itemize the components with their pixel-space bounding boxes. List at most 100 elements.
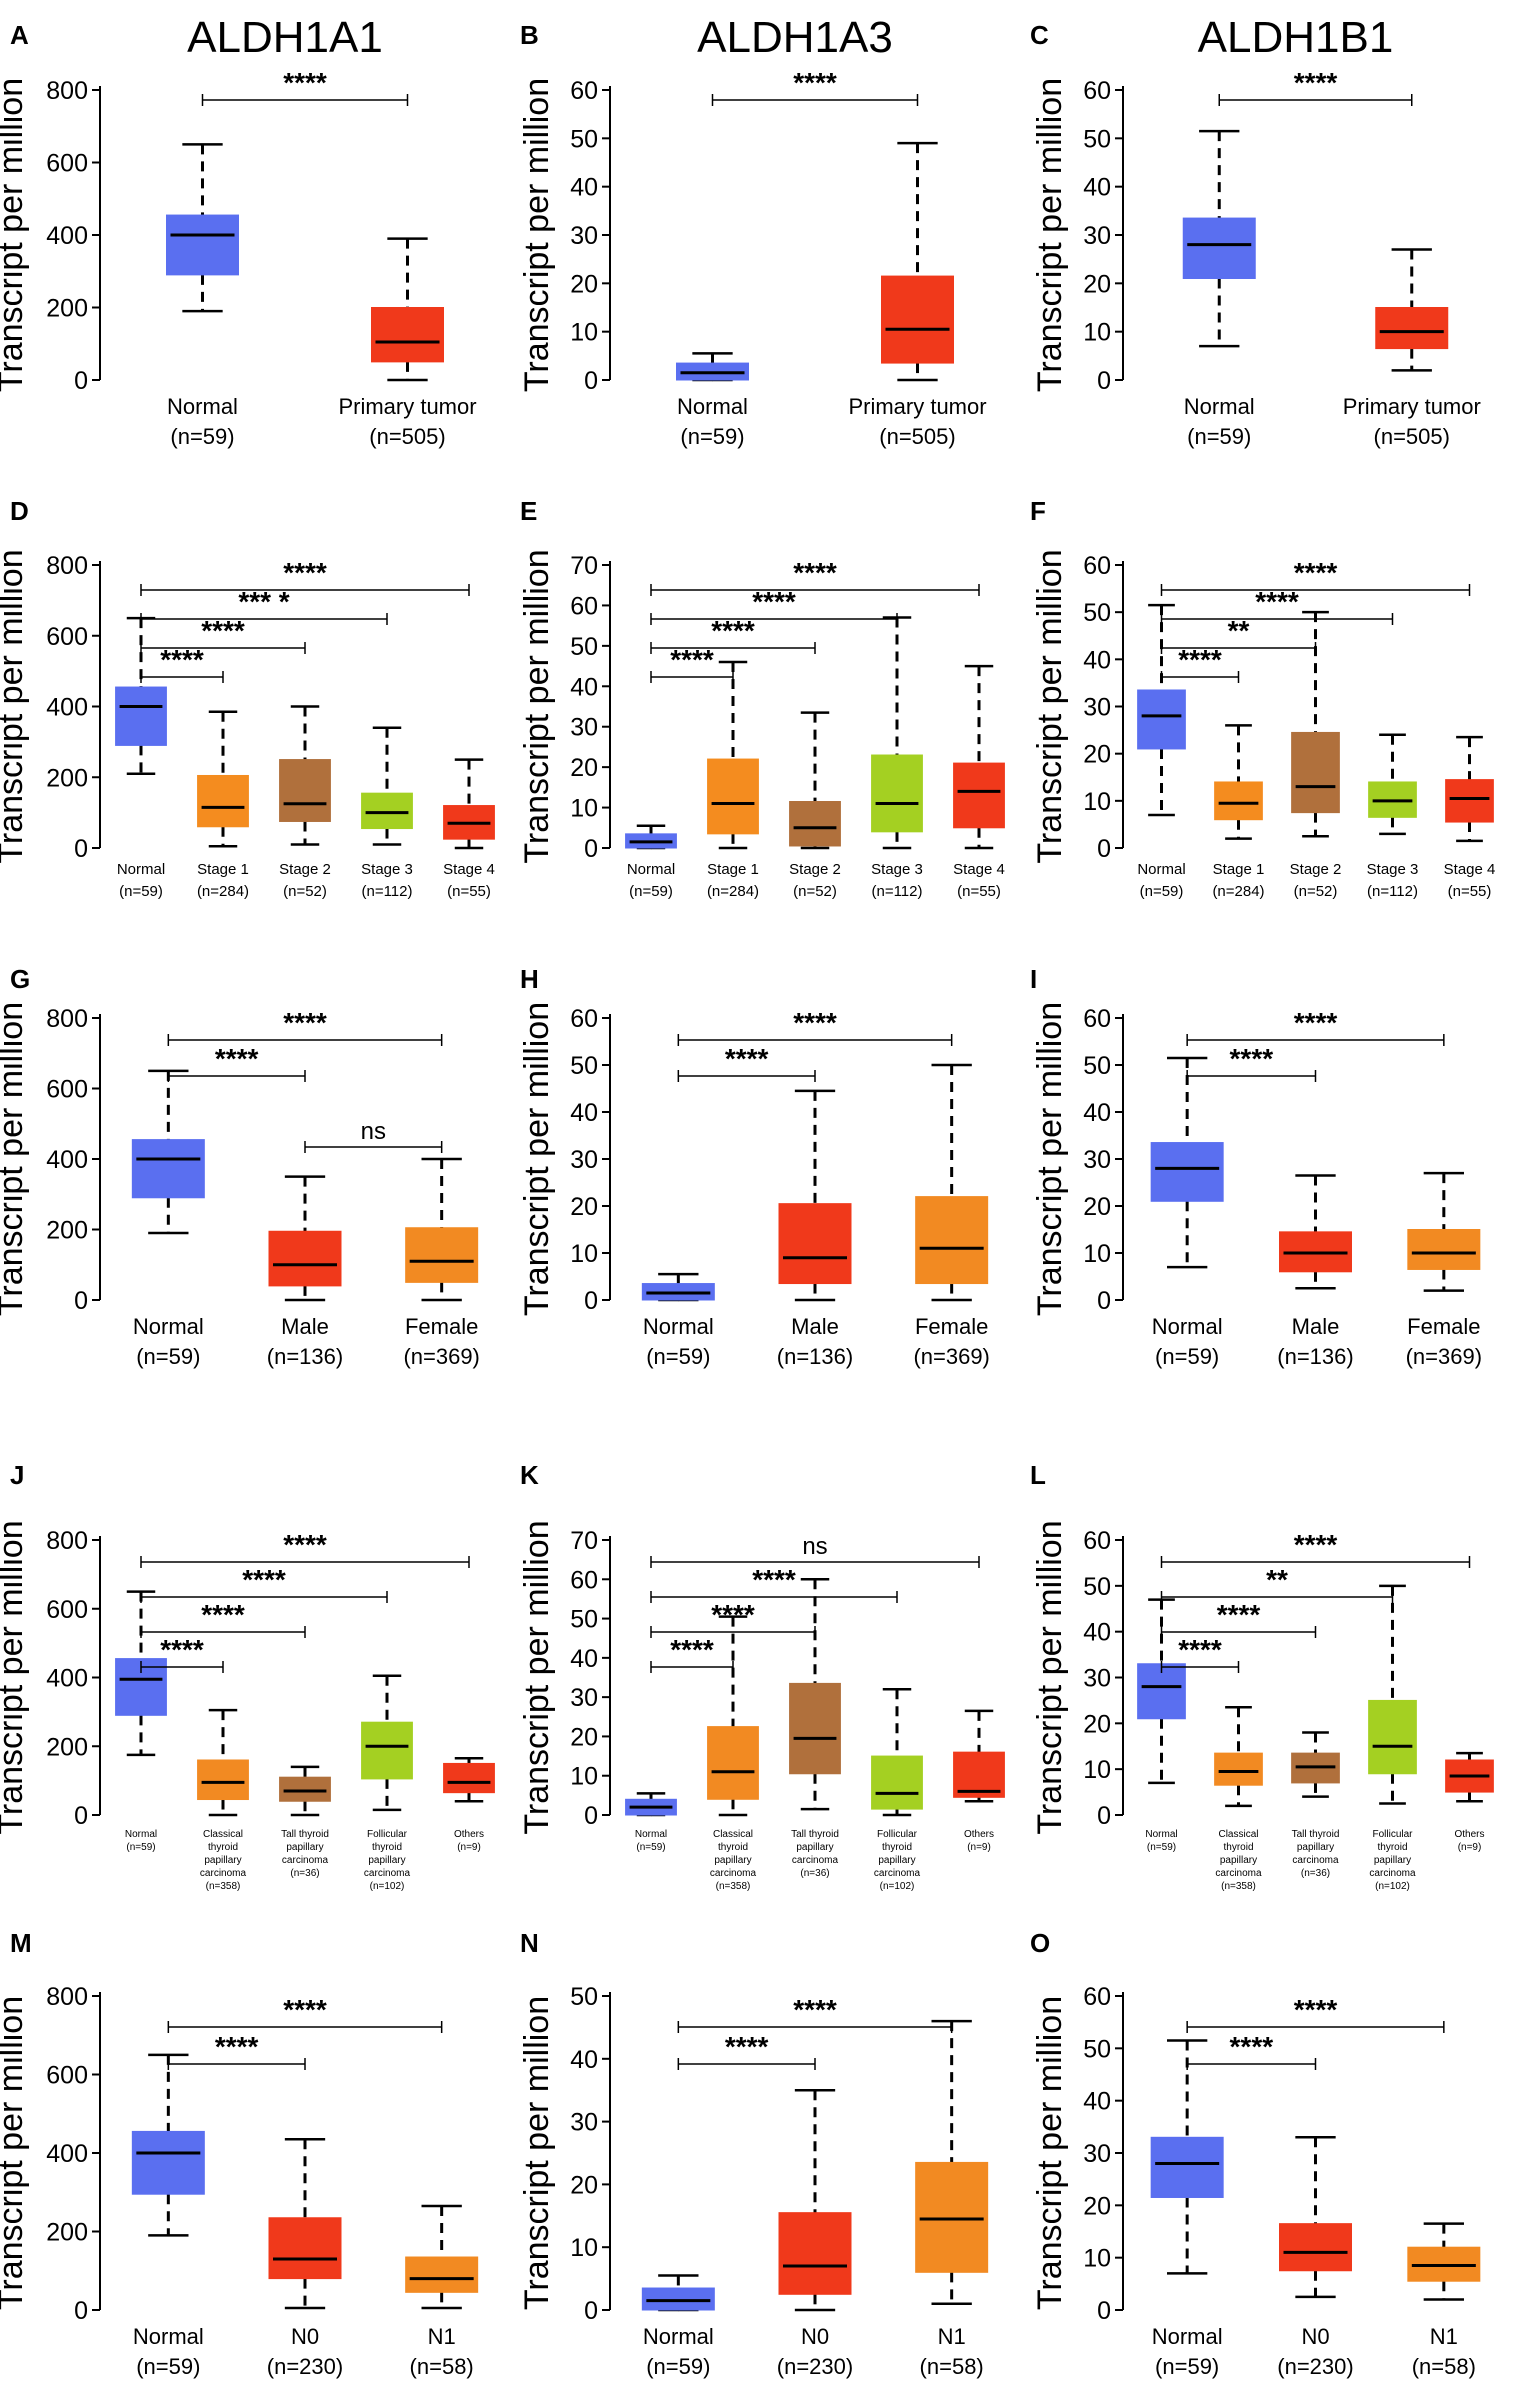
y-tick-label: 0 <box>1097 1802 1111 1830</box>
x-tick-count: (n=58) <box>920 2354 984 2379</box>
box-iqr <box>1291 731 1340 814</box>
y-axis-label: Transcript per million <box>518 549 556 863</box>
significance-label: **** <box>725 2031 769 2062</box>
y-tick-label: 40 <box>1083 646 1111 674</box>
y-tick-label: 60 <box>570 1566 598 1594</box>
significance-label: **** <box>1294 67 1338 98</box>
y-tick-label: 400 <box>46 1665 88 1693</box>
y-tick-label: 0 <box>1097 2297 1111 2325</box>
x-tick-label: Male <box>1292 1314 1340 1339</box>
box-iqr <box>953 1751 1005 1798</box>
panel-o: O 0 10 20 30 40 50 60 Transcript per million Norm… <box>1030 1928 1481 2379</box>
box-iqr <box>1375 307 1449 350</box>
x-tick-label: carcinoma <box>1292 1855 1339 1866</box>
y-tick-label: 40 <box>570 673 598 701</box>
y-tick-label: 0 <box>584 1802 598 1830</box>
box-iqr <box>1150 2136 1224 2198</box>
y-tick-label: 600 <box>46 623 88 651</box>
x-tick-count: (n=112) <box>1367 883 1418 900</box>
x-tick-count: (n=52) <box>283 883 327 900</box>
x-tick-count: (n=505) <box>879 424 955 449</box>
x-tick-label: Normal <box>125 1829 157 1840</box>
x-tick-count: (n=112) <box>871 883 922 900</box>
box-iqr <box>707 758 759 835</box>
x-tick-label: Stage 3 <box>1367 861 1419 878</box>
significance-label: ** <box>1228 615 1250 646</box>
y-tick-label: 800 <box>46 1005 88 1033</box>
x-tick-count: (n=136) <box>777 1344 853 1369</box>
x-tick-count: (n=136) <box>1277 1344 1353 1369</box>
box-iqr <box>789 801 841 847</box>
x-tick-label: Normal <box>643 2324 714 2349</box>
y-tick-label: 30 <box>570 1684 598 1712</box>
y-axis-label: Transcript per million <box>518 1002 556 1316</box>
box-iqr <box>641 2287 715 2311</box>
y-tick-label: 10 <box>570 2234 598 2262</box>
panel-letter: J <box>10 1460 24 1490</box>
significance-label: **** <box>1178 644 1222 675</box>
x-tick-count: (n=369) <box>403 1344 479 1369</box>
x-tick-label: Normal <box>133 1314 204 1339</box>
x-tick-count: (n=52) <box>1294 883 1338 900</box>
box-iqr <box>268 1230 342 1287</box>
box-iqr <box>871 754 923 833</box>
x-tick-label: Female <box>1407 1314 1480 1339</box>
panel-i: I 0 10 20 30 40 50 60 Transcript per million Norm… <box>1030 964 1482 1369</box>
panel-a: A ALDH1A1 0 200 400 600 800 Transcript per mill… <box>0 13 477 449</box>
box-iqr <box>881 275 954 364</box>
y-axis-label: Transcript per million <box>0 549 30 863</box>
y-tick-label: 40 <box>1083 1099 1111 1127</box>
y-tick-label: 30 <box>1083 1146 1111 1174</box>
y-tick-label: 50 <box>1083 2035 1111 2063</box>
y-tick-label: 60 <box>1083 1527 1111 1555</box>
x-tick-label: papillary <box>204 1855 241 1866</box>
significance-label: **** <box>283 67 327 98</box>
panel-letter: M <box>10 1928 32 1958</box>
x-tick-count: (n=55) <box>1448 883 1492 900</box>
y-tick-label: 10 <box>1083 788 1111 816</box>
panel-letter: K <box>520 1460 539 1490</box>
x-tick-count: (n=102) <box>370 1881 405 1892</box>
x-tick-label: Classical <box>713 1829 753 1840</box>
box-iqr <box>707 1726 759 1800</box>
y-tick-label: 70 <box>570 1527 598 1555</box>
y-tick-label: 0 <box>584 1287 598 1315</box>
panel-letter: I <box>1030 964 1037 994</box>
x-tick-label: Normal <box>133 2324 204 2349</box>
panel-letter: N <box>520 1928 539 1958</box>
significance-label: **** <box>670 644 714 675</box>
box-iqr <box>115 686 167 746</box>
y-tick-label: 70 <box>570 552 598 580</box>
x-tick-count: (n=102) <box>880 1881 915 1892</box>
box-iqr <box>1279 2223 1352 2272</box>
x-tick-label: papillary <box>286 1842 323 1853</box>
y-tick-label: 0 <box>584 2297 598 2325</box>
y-tick-label: 0 <box>74 1287 88 1315</box>
significance-label: **** <box>283 1994 327 2025</box>
x-tick-label: Primary tumor <box>338 394 476 419</box>
y-tick-label: 50 <box>570 1606 598 1634</box>
y-axis-label: Transcript per million <box>1031 549 1069 863</box>
box-iqr <box>1214 781 1263 821</box>
panel-letter: B <box>520 20 539 50</box>
x-tick-label: Stage 1 <box>1213 861 1265 878</box>
box-iqr <box>443 1762 495 1794</box>
x-tick-count: (n=284) <box>197 883 249 900</box>
x-tick-count: (n=36) <box>800 1868 829 1879</box>
y-tick-label: 600 <box>46 2062 88 2090</box>
x-tick-label: Stage 2 <box>1290 861 1342 878</box>
x-tick-count: (n=9) <box>1458 1842 1482 1853</box>
y-tick-label: 400 <box>46 694 88 722</box>
y-tick-label: 20 <box>570 1723 598 1751</box>
y-tick-label: 600 <box>46 1076 88 1104</box>
y-tick-label: 0 <box>584 367 598 395</box>
significance-label: **** <box>1230 1043 1274 1074</box>
x-tick-label: carcinoma <box>364 1868 411 1879</box>
significance-label: **** <box>1294 1994 1338 2025</box>
y-tick-label: 30 <box>570 714 598 742</box>
significance-label: **** <box>1178 1634 1222 1665</box>
significance-label: **** <box>201 1599 245 1630</box>
y-tick-label: 600 <box>46 1596 88 1624</box>
panel-d: D 0 200 400 600 800 Transcript per million Norm… <box>0 496 495 900</box>
